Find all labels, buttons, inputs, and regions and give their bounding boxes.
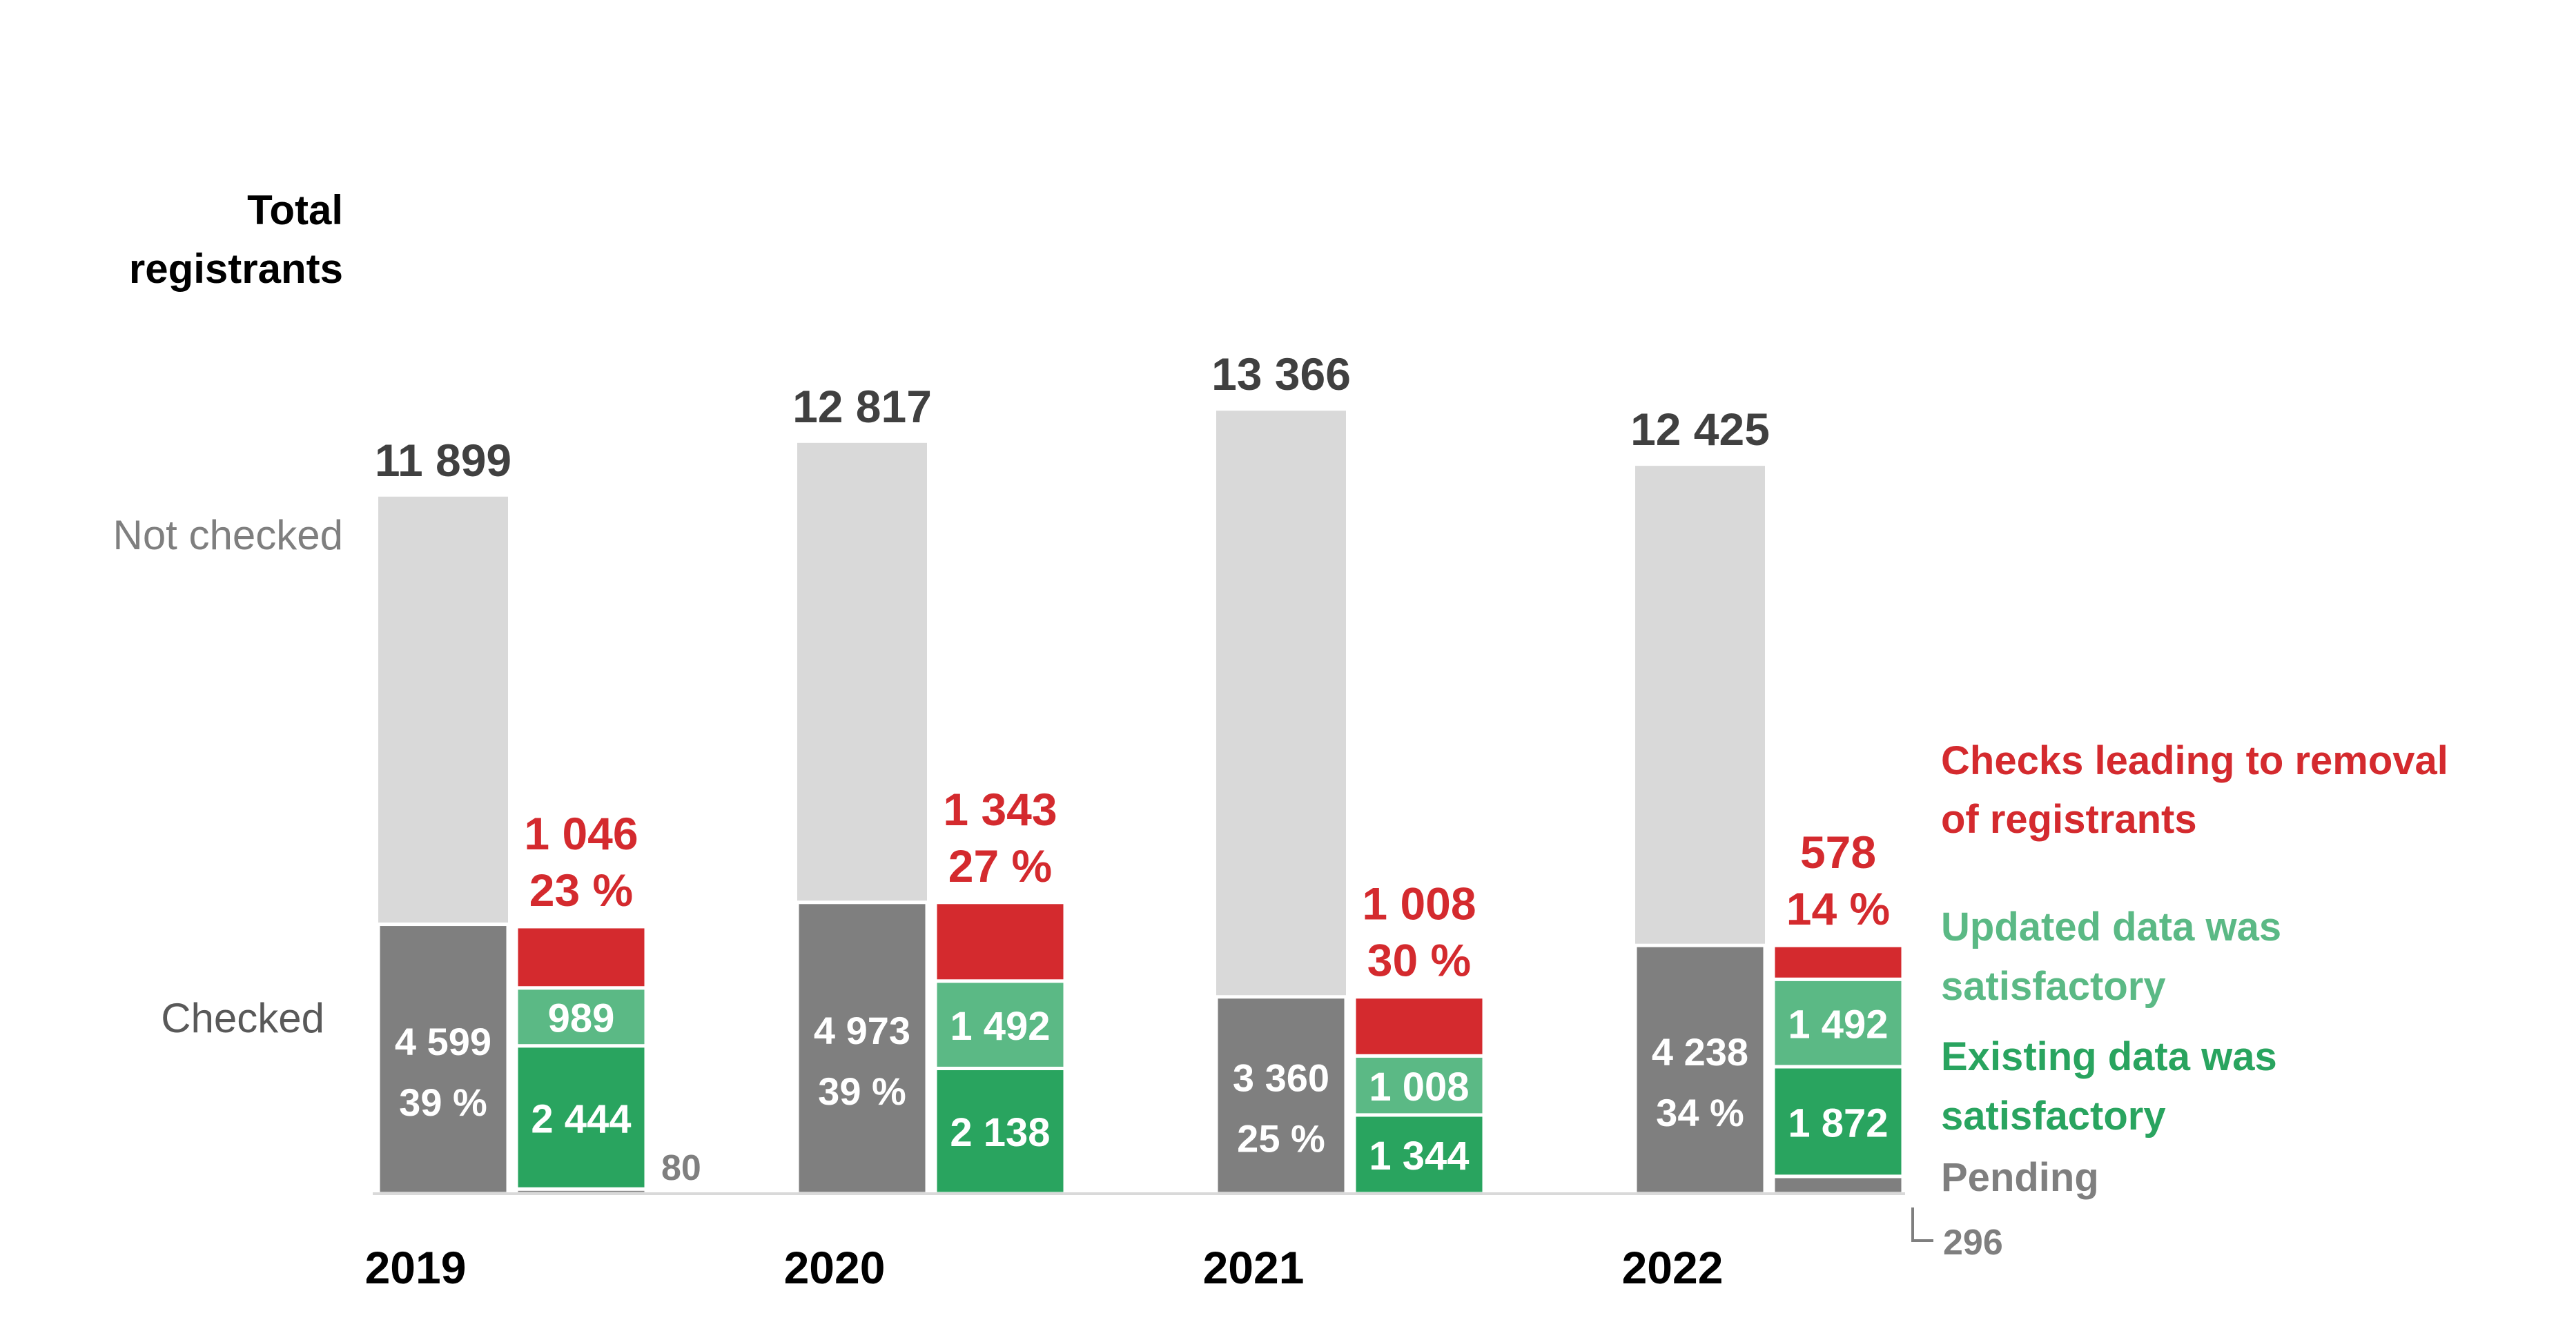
bar-removal-2020 [933,900,1067,983]
label-removal-pct-2021: 30 % [1367,935,1471,986]
label-checked-2021: 3 360 [1233,1056,1329,1099]
pending-leader-2022 [1911,1207,1933,1242]
label-updated-2019: 989 [548,996,615,1041]
bar-removal-2021 [1352,995,1486,1058]
bar-checked-2020 [795,900,929,1196]
chart-marks: 11 899 4 599 39 % 2 444 989 1 046 23 % 80 2019 12… [365,348,2003,1293]
label-checked-pct-2022: 34 % [1656,1091,1744,1134]
legend-updated-line2: satisfactory [1941,964,2166,1009]
label-pending-2019: 80 [661,1148,701,1188]
year-label-2019: 2019 [365,1242,467,1293]
label-removal-2021: 1 008 [1362,878,1476,929]
bar-updated-2020 [933,979,1067,1070]
legend-removal-line2: of registrants [1941,797,2197,842]
label-total-2019: 11 899 [375,435,511,486]
bar-checked-2019 [376,923,510,1196]
bar-updated-2022 [1771,977,1905,1069]
label-existing-2022: 1 872 [1788,1101,1888,1145]
label-existing-2021: 1 344 [1369,1134,1469,1179]
label-removal-2022: 578 [1800,827,1876,878]
year-label-2022: 2022 [1622,1242,1724,1293]
bar-checked-2022 [1633,943,1767,1196]
total-registrants-label-line2: registrants [129,246,343,292]
label-removal-pct-2019: 23 % [529,865,633,916]
legend-pending: Pending [1941,1155,2099,1200]
label-existing-2019: 2 444 [531,1096,631,1141]
label-removal-2020: 1 343 [943,784,1057,835]
label-checked-2020: 4 973 [814,1009,910,1052]
not-checked-label: Not checked [113,512,343,558]
legend-existing-line2: satisfactory [1941,1094,2166,1138]
label-removal-pct-2020: 27 % [948,840,1052,891]
bar-pending-2022 [1771,1174,1905,1196]
label-updated-2022: 1 492 [1788,1003,1888,1047]
legend-removal-line1: Checks leading to removal [1941,738,2448,783]
legend-updated-line1: Updated data was [1941,905,2281,949]
label-checked-pct-2021: 25 % [1237,1116,1325,1160]
label-total-2022: 12 425 [1630,404,1770,455]
label-pending-2022: 296 [1943,1223,2003,1263]
label-checked-2022: 4 238 [1652,1030,1748,1074]
label-updated-2020: 1 492 [950,1004,1050,1049]
bar-removal-2019 [514,925,648,990]
total-registrants-label-line1: Total [247,187,343,233]
checked-label: Checked [161,995,324,1041]
label-removal-2019: 1 046 [524,808,638,859]
label-checked-pct-2019: 39 % [399,1081,487,1124]
label-existing-2020: 2 138 [950,1110,1050,1155]
bar-existing-2022 [1771,1065,1905,1179]
label-checked-2019: 4 599 [395,1020,491,1063]
label-total-2020: 12 817 [792,381,932,432]
bar-removal-2022 [1771,943,1905,981]
label-removal-pct-2022: 14 % [1786,883,1890,934]
year-label-2020: 2020 [784,1242,886,1293]
label-updated-2021: 1 008 [1369,1065,1469,1110]
bar-updated-2021 [1352,1054,1486,1117]
bar-updated-2019 [514,986,648,1048]
year-label-2021: 2021 [1203,1242,1305,1293]
legend-existing-line1: Existing data was [1941,1034,2277,1079]
label-checked-pct-2020: 39 % [818,1069,906,1113]
label-total-2021: 13 366 [1211,348,1351,400]
